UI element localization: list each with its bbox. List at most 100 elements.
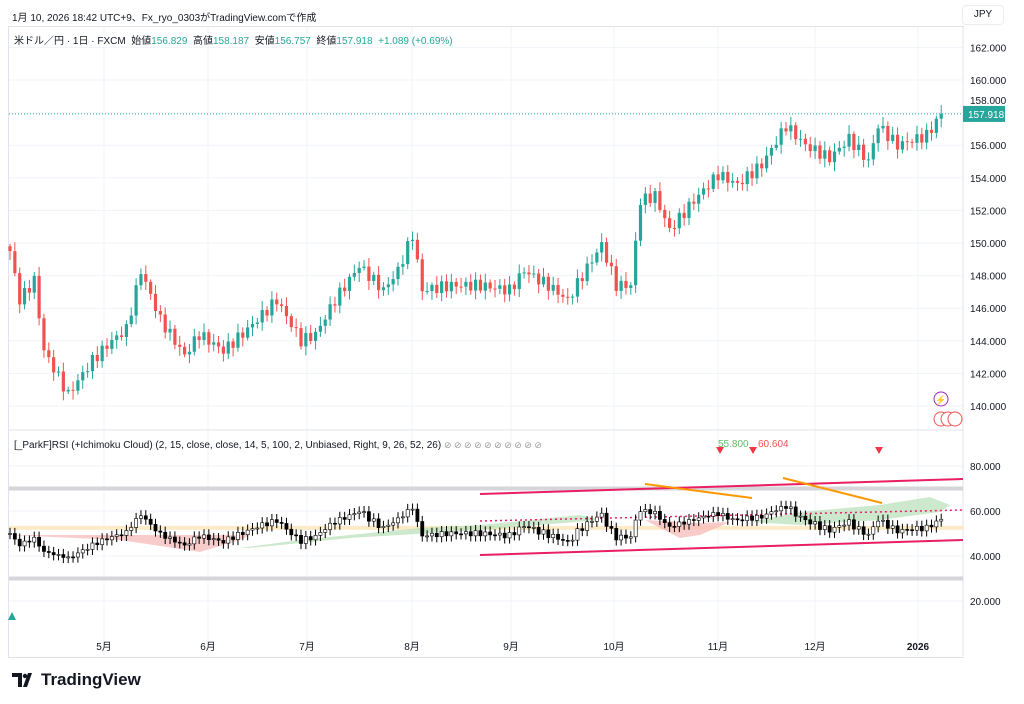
price-candle-up bbox=[406, 241, 410, 265]
rsi-candle-up bbox=[890, 525, 895, 529]
price-candle-up bbox=[619, 280, 623, 291]
price-axis-label: 162.000 bbox=[970, 43, 1007, 54]
rsi-candle-down bbox=[556, 534, 560, 540]
price-axis-label: 158.000 bbox=[970, 96, 1007, 107]
rsi-candle-up bbox=[769, 511, 774, 515]
rsi-candle-down bbox=[216, 538, 221, 541]
price-candle-down bbox=[663, 209, 667, 219]
brand-name: TradingView bbox=[41, 670, 141, 689]
high-label: 高値 bbox=[192, 36, 213, 47]
price-candle-down bbox=[183, 346, 187, 355]
price-axis-label: 152.000 bbox=[970, 206, 1007, 217]
price-candle-up bbox=[124, 324, 128, 338]
symbol-label[interactable]: 米ドル／円 · 1日 · FXCM bbox=[14, 36, 126, 47]
price-candle-down bbox=[803, 138, 807, 145]
rsi-candle-up bbox=[168, 536, 172, 539]
rsi-candle-down bbox=[502, 532, 507, 539]
price-candle-up bbox=[731, 180, 735, 183]
rsi-candle-down bbox=[95, 542, 100, 545]
rsi-candle-down bbox=[289, 528, 294, 536]
price-candle-up bbox=[925, 129, 929, 143]
rsi-candle-down bbox=[488, 531, 493, 536]
price-candle-up bbox=[595, 252, 599, 263]
rsi-candle-up bbox=[449, 531, 454, 537]
rsi-candle-down bbox=[206, 534, 211, 541]
price-candle-up bbox=[769, 147, 774, 156]
price-candle-down bbox=[47, 350, 51, 358]
rsi-candle-up bbox=[798, 515, 803, 518]
rsi-candle-up bbox=[269, 519, 274, 527]
price-candle-down bbox=[716, 174, 720, 181]
price-candle-down bbox=[648, 193, 652, 203]
signal-up-triangle-icon bbox=[8, 612, 16, 620]
price-candle-up bbox=[100, 345, 104, 362]
rsi-candle-down bbox=[818, 521, 822, 530]
price-candle-up bbox=[483, 282, 487, 291]
divergence-line bbox=[644, 483, 753, 499]
rsi-candle-down bbox=[667, 522, 672, 527]
price-candle-up bbox=[643, 193, 647, 205]
last-price-label: 157.918 bbox=[968, 110, 1005, 121]
rsi-candle-up bbox=[80, 549, 85, 554]
price-candle-down bbox=[333, 304, 337, 306]
price-candle-up bbox=[246, 327, 250, 338]
rsi-candle-down bbox=[793, 506, 798, 517]
rsi-candle-up bbox=[226, 536, 231, 544]
ichimoku-cloud-bullish bbox=[750, 497, 950, 525]
rsi-candle-down bbox=[861, 526, 866, 535]
rsi-candle-up bbox=[779, 506, 784, 512]
high-value: 158.187 bbox=[212, 36, 250, 47]
price-candle-up bbox=[440, 281, 444, 294]
signal-down-triangle-icon bbox=[716, 447, 724, 454]
price-candle-down bbox=[546, 276, 550, 291]
rsi-candle-up bbox=[856, 526, 861, 530]
rsi-candle-down bbox=[648, 509, 653, 515]
price-candle-down bbox=[275, 299, 279, 305]
rsi-candle-up bbox=[347, 514, 352, 520]
price-candle-down bbox=[512, 284, 516, 290]
rsi-candle-down bbox=[546, 529, 551, 538]
rsi-candle-up bbox=[211, 538, 216, 541]
price-candle-up bbox=[721, 172, 725, 181]
price-candle-up bbox=[765, 155, 769, 169]
price-axis-label: 148.000 bbox=[970, 272, 1007, 283]
rsi-candle-down bbox=[177, 541, 182, 544]
rsi-candle-up bbox=[100, 538, 105, 545]
price-candle-up bbox=[590, 262, 594, 264]
rsi-candle-down bbox=[624, 534, 628, 539]
price-candle-down bbox=[173, 328, 177, 345]
rsi-candle-down bbox=[784, 506, 788, 509]
price-candle-up bbox=[900, 141, 904, 150]
price-candle-up bbox=[76, 380, 80, 391]
price-candle-down bbox=[609, 262, 613, 267]
price-axis-label: 154.000 bbox=[970, 174, 1007, 185]
rsi-candle-up bbox=[551, 534, 556, 538]
rsi-candle-down bbox=[662, 519, 667, 523]
rsi-candle-up bbox=[730, 518, 735, 521]
lightning-event-icon bbox=[933, 391, 949, 407]
price-candle-up bbox=[86, 371, 90, 373]
currency-button[interactable]: JPY bbox=[962, 5, 1004, 25]
rsi-legend-title[interactable]: [_ParkF]RSI (+Ichimoku Cloud) (2, 15, cl… bbox=[14, 440, 442, 451]
price-candle-up bbox=[110, 339, 114, 349]
rsi-candle-up bbox=[653, 511, 657, 515]
rsi-candle-down bbox=[919, 525, 924, 532]
price-candle-down bbox=[794, 125, 798, 140]
price-candle-up bbox=[507, 284, 512, 295]
price-candle-up bbox=[600, 242, 604, 253]
price-candle-down bbox=[750, 171, 754, 179]
price-candle-down bbox=[42, 318, 46, 351]
price-candle-down bbox=[343, 287, 347, 291]
close-value: 157.918 bbox=[336, 36, 373, 47]
rsi-candle-down bbox=[735, 518, 740, 521]
rsi-candle-up bbox=[187, 543, 192, 546]
price-candle-down bbox=[178, 344, 182, 347]
rsi-candle-up bbox=[8, 533, 12, 535]
rsi-candle-up bbox=[90, 542, 95, 550]
rsi-candle-up bbox=[633, 519, 638, 538]
price-candle-up bbox=[187, 351, 192, 355]
rsi-candle-down bbox=[808, 519, 813, 525]
rsi-candle-down bbox=[274, 519, 279, 523]
rsi-candle-up bbox=[881, 519, 885, 522]
